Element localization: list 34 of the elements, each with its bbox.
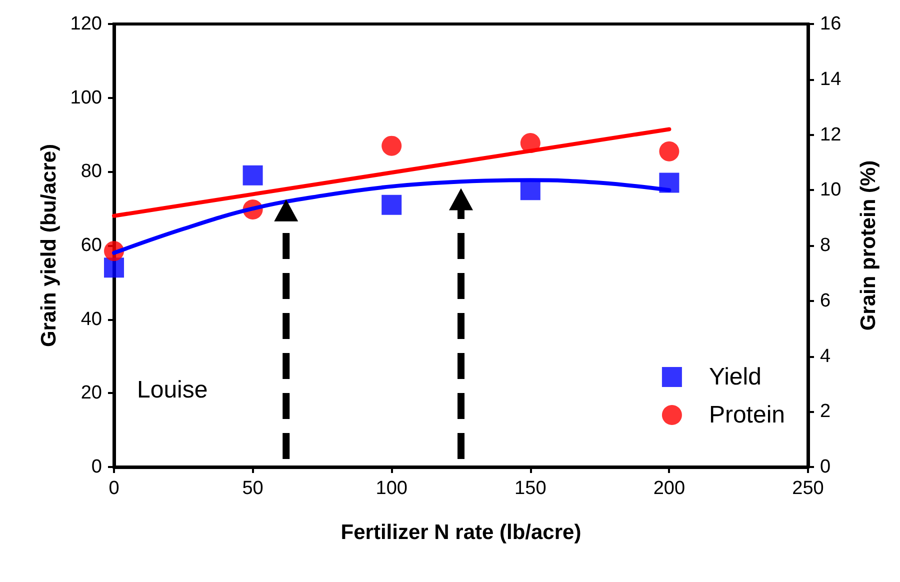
x-tick-label: 250 bbox=[792, 478, 824, 499]
y-tick-label: 120 bbox=[70, 14, 102, 34]
point bbox=[104, 258, 124, 278]
point bbox=[659, 141, 680, 162]
x-tick-label: 100 bbox=[376, 478, 408, 499]
legend-label: Yield bbox=[708, 364, 762, 390]
y2-axis-title: Grain protein (%) bbox=[857, 160, 880, 331]
y-tick-label: 80 bbox=[80, 161, 102, 182]
x-tick-label: 50 bbox=[242, 478, 264, 499]
y2-tick-label: 12 bbox=[820, 124, 842, 146]
point bbox=[520, 180, 540, 200]
point bbox=[382, 136, 402, 156]
x-tick-label: 150 bbox=[514, 478, 546, 499]
y-tick-label: 40 bbox=[80, 308, 102, 330]
point bbox=[382, 194, 402, 215]
x-tick-label: 0 bbox=[108, 478, 120, 499]
y-tick-label: 0 bbox=[91, 456, 102, 478]
y2-tick-label: 4 bbox=[820, 346, 831, 367]
x-tick-label: 200 bbox=[653, 478, 686, 499]
y-tick-label: 20 bbox=[80, 382, 102, 404]
legend-label: Protein bbox=[708, 402, 786, 428]
x-axis-title: Fertilizer N rate (lb/acre) bbox=[340, 521, 582, 544]
annotation: Louise bbox=[137, 376, 208, 404]
y-tick-label: 60 bbox=[80, 235, 102, 256]
y2-tick-label: 14 bbox=[820, 68, 842, 90]
y2-tick-label: 16 bbox=[820, 14, 842, 34]
y2-tick-label: 6 bbox=[820, 290, 831, 312]
y2-tick-label: 10 bbox=[820, 180, 842, 201]
y2-tick-label: 8 bbox=[820, 235, 831, 256]
y-axis-title: Grain yield (bu/acre) bbox=[37, 144, 60, 348]
y-tick-label: 100 bbox=[70, 87, 102, 108]
y2-tick-label: 2 bbox=[820, 401, 831, 422]
point bbox=[242, 165, 263, 186]
y2-tick-label: 0 bbox=[820, 456, 831, 478]
